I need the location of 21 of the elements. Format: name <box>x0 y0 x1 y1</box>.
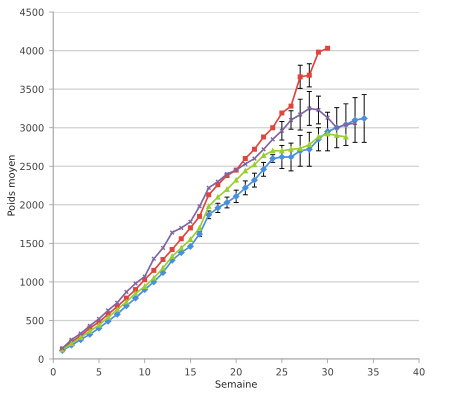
x-tick-label: 15 <box>185 368 196 376</box>
x-tick-label: 35 <box>368 368 379 376</box>
y-tick-label: 4500 <box>20 8 44 16</box>
x-axis-title: Semaine <box>216 380 257 388</box>
y-tick-label: 2000 <box>20 201 44 209</box>
x-tick-label: 20 <box>230 368 242 376</box>
x-tick-label: 10 <box>140 368 150 376</box>
y-tick-label: 3000 <box>20 124 44 132</box>
x-tick-label: 30 <box>322 368 334 376</box>
y-tick-label: 1500 <box>20 240 44 248</box>
x-tick-label: 40 <box>413 368 425 376</box>
x-tick-label: 0 <box>50 368 56 376</box>
y-tick-label: 4000 <box>20 47 44 54</box>
x-tick-label: 25 <box>276 368 288 376</box>
y-tick-label: 0 <box>38 355 44 363</box>
y-axis-title: Poids moyen <box>7 155 17 216</box>
y-tick-label: 3500 <box>20 86 44 93</box>
x-tick-label: 5 <box>96 368 102 376</box>
y-tick-label: 1000 <box>20 278 44 286</box>
y-tick-label: 500 <box>26 316 44 324</box>
y-tick-label: 2500 <box>20 162 44 170</box>
